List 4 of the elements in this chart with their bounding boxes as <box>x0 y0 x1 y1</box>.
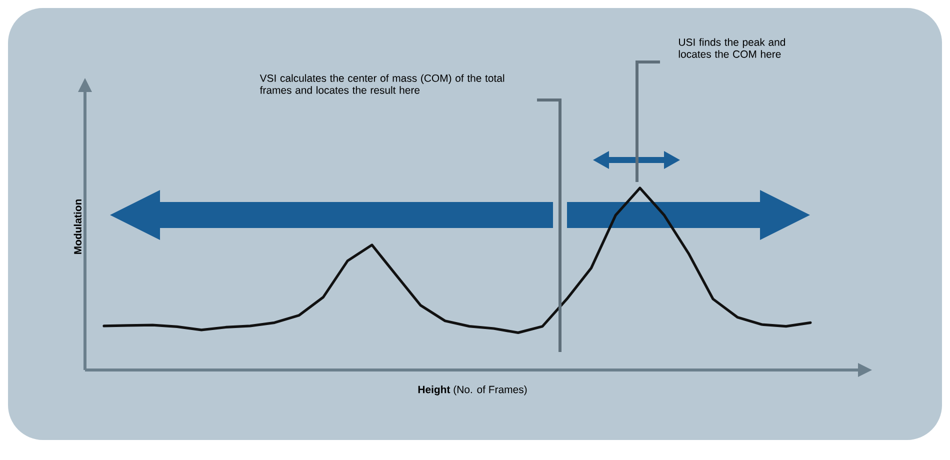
text: VSI calculates the center of mass (COM) of the total frames and locates the result here <box>260 74 504 94</box>
text: USI finds the peak and locates the COM here <box>678 38 786 58</box>
y-axis-title: Modulation <box>74 199 82 254</box>
x-axis-title: Height (No. of Frames) <box>418 386 527 396</box>
